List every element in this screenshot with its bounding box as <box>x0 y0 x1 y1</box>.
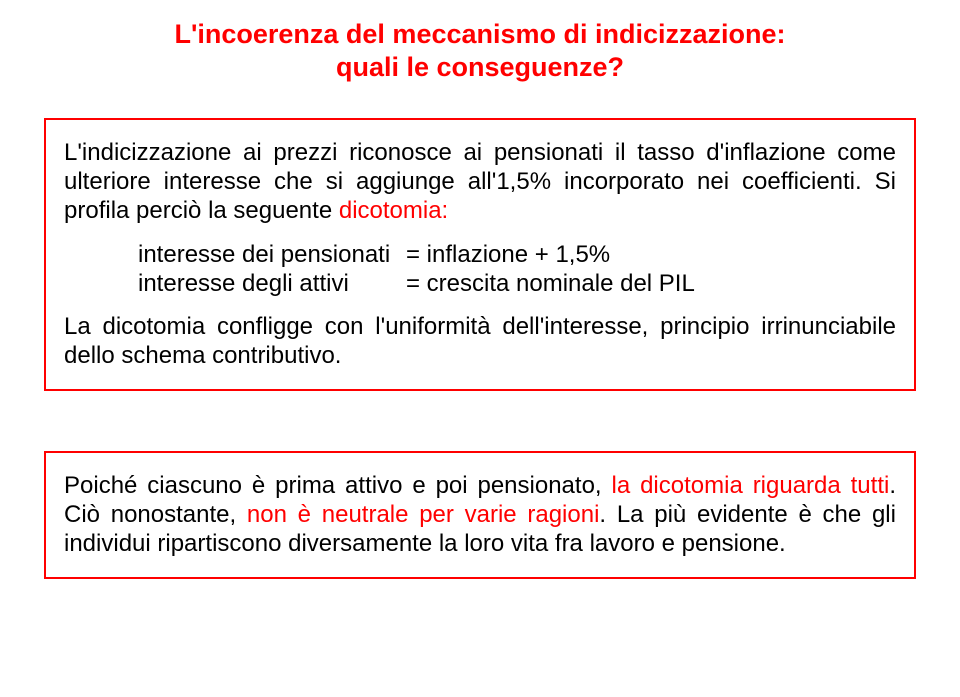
box2-paragraph: Poiché ciascuno è prima attivo e poi pen… <box>64 471 896 559</box>
title-line-2: quali le conseguenze? <box>44 51 916 84</box>
definition-value: = inflazione + 1,5% <box>406 240 610 269</box>
definition-row: interesse degli attivi = crescita nomina… <box>138 269 896 298</box>
slide-page: L'incoerenza del meccanismo di indicizza… <box>0 0 960 697</box>
box1-paragraph-1: L'indicizzazione ai prezzi riconosce ai … <box>64 138 896 226</box>
title-line-1: L'incoerenza del meccanismo di indicizza… <box>44 18 916 51</box>
definitions-block: interesse dei pensionati = inflazione + … <box>64 240 896 299</box>
box2-highlight-1: la dicotomia riguarda tutti <box>612 472 890 499</box>
box2-highlight-2: non è neutrale per varie ragioni <box>247 501 600 528</box>
definition-term: interesse dei pensionati <box>138 240 406 269</box>
definition-term: interesse degli attivi <box>138 269 406 298</box>
content-box-1: L'indicizzazione ai prezzi riconosce ai … <box>44 118 916 391</box>
box2-seg1: Poiché ciascuno è prima attivo e poi pen… <box>64 472 612 499</box>
definition-row: interesse dei pensionati = inflazione + … <box>138 240 896 269</box>
definition-value: = crescita nominale del PIL <box>406 269 695 298</box>
content-box-2: Poiché ciascuno è prima attivo e poi pen… <box>44 451 916 579</box>
box1-p1-text: L'indicizzazione ai prezzi riconosce ai … <box>64 139 896 225</box>
slide-title: L'incoerenza del meccanismo di indicizza… <box>44 18 916 84</box>
box1-p1-highlight: dicotomia: <box>339 197 448 224</box>
box1-paragraph-2: La dicotomia confligge con l'uniformità … <box>64 312 896 371</box>
